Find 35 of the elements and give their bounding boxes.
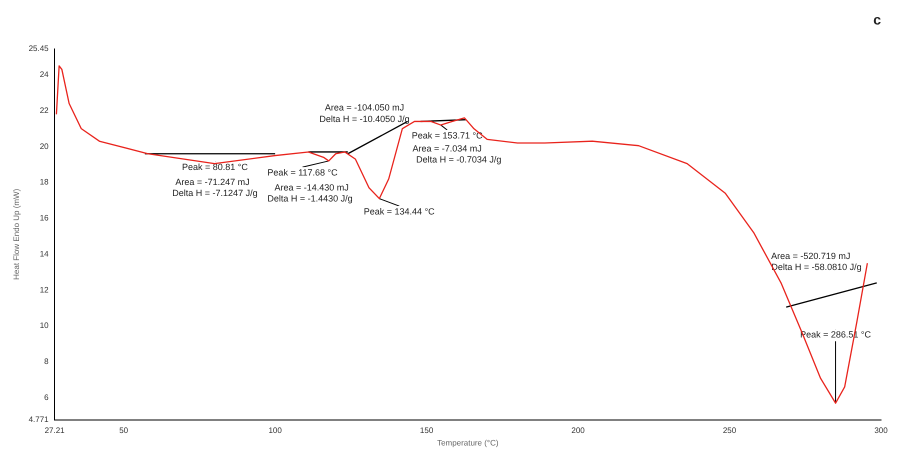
annotation: Peak = 117.68 °C — [267, 168, 338, 178]
y-tick-label: 24 — [40, 70, 50, 80]
annotation: Delta H = -0.7034 J/g — [416, 154, 502, 165]
annotation: Delta H = -7.1247 J/g — [172, 188, 258, 198]
y-tick-label: 22 — [40, 106, 50, 115]
x-tick-label: 27.21 — [44, 426, 66, 435]
y-tick-label: 18 — [40, 178, 50, 187]
y-tick-label: 12 — [40, 285, 50, 294]
chart-title: c — [873, 11, 882, 28]
y-tick-label: 10 — [40, 321, 50, 330]
y-tick-label: 20 — [40, 142, 50, 151]
annotation: Delta H = -1.4430 J/g — [267, 194, 353, 204]
annotation: Area = -104.050 mJ — [324, 102, 404, 113]
annotation: Peak = 80.81 °C — [182, 162, 248, 172]
y-tick-label: 16 — [40, 214, 50, 223]
y-tick-label: 6 — [44, 392, 50, 402]
y-tick-label: 14 — [40, 249, 50, 258]
annotation: Area = -7.034 mJ — [412, 143, 482, 154]
annotation: Peak = 153.71 °C — [412, 130, 484, 140]
x-tick-label: 250 — [722, 426, 737, 435]
annotation: Peak = 134.44 °C — [364, 206, 436, 217]
x-tick-label: 100 — [268, 426, 282, 435]
annotation: Delta H = -10.4050 J/g — [319, 114, 410, 124]
x-tick-label: 300 — [874, 426, 888, 435]
x-tick-label: 50 — [119, 426, 129, 435]
x-tick-label: 200 — [571, 426, 586, 435]
y-tick-label: 8 — [44, 357, 50, 366]
x-axis-title: Temperature (°C) — [437, 438, 499, 448]
annotation: Area = -14.430 mJ — [274, 182, 349, 192]
annotation: Area = -71.247 mJ — [175, 176, 250, 187]
annotation: Area = -520.719 mJ — [771, 251, 850, 262]
y-tick-label: 4.771 — [28, 415, 50, 424]
x-tick-label: 150 — [420, 426, 434, 435]
y-axis-title: Heat Flow Endo Up (mW) — [12, 188, 22, 280]
y-tick-label: 25.45 — [28, 44, 50, 54]
